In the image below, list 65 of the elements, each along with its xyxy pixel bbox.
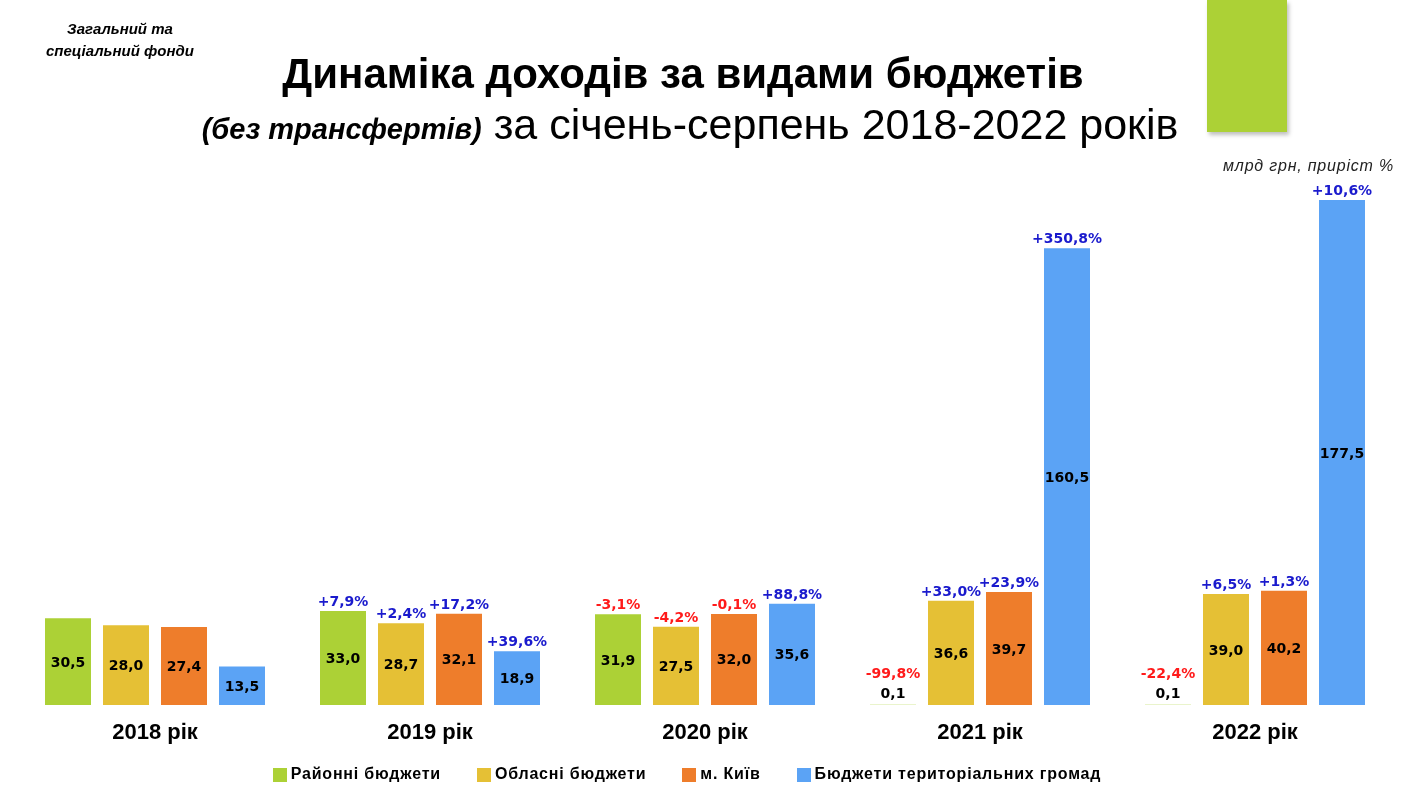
bar (595, 614, 641, 705)
annotation: +39,6% (486, 633, 548, 650)
data-label: 33,0 (325, 650, 361, 667)
annotation: +1,3% (1258, 572, 1310, 589)
bar (45, 618, 91, 705)
data-label: 0,1 (1155, 684, 1181, 701)
bar (711, 613, 757, 705)
bar (494, 651, 540, 705)
bar (1044, 248, 1090, 705)
x-tick-label: 2018 рік (112, 718, 199, 744)
x-tick-label: 2020 рік (662, 718, 749, 744)
annotation: +2,4% (375, 605, 427, 622)
annotation: +88,8% (761, 585, 823, 602)
legend-label: Районні бюджети (290, 765, 441, 782)
bar (769, 603, 815, 705)
x-tick-label: 2019 рік (387, 718, 474, 744)
bar (436, 613, 482, 705)
bar (928, 600, 974, 705)
annotation: +6,5% (1200, 576, 1252, 593)
text: +10,6% (1311, 182, 1373, 198)
data-label: 0,1 (880, 684, 906, 701)
annotation: +23,9% (978, 574, 1040, 591)
bar (378, 623, 424, 705)
chart-subtitle: (без трансфертів) за січень-серпень 2018-2022 років (201, 100, 1179, 148)
chart-title: Динаміка доходів за видами бюджетів (282, 50, 1084, 97)
annotation: +350,8% (1031, 230, 1103, 247)
x-tick-label: 2022 рік (1212, 718, 1299, 744)
data-label: 32,0 (716, 651, 752, 668)
data-label: 160,5 (1044, 468, 1090, 485)
bar (1261, 590, 1307, 705)
bar (986, 592, 1032, 705)
data-label: 40,2 (1266, 639, 1302, 656)
data-label: 27,5 (658, 657, 694, 674)
data-label: 31,9 (600, 651, 636, 668)
annotation: -99,8% (865, 664, 921, 681)
text: Загальний та спеціальний фонди (45, 19, 195, 61)
bar (320, 611, 366, 705)
bar (1203, 594, 1249, 705)
annotation: +17,2% (428, 595, 490, 612)
legend-label: м. Київ (700, 765, 761, 782)
data-label: 30,5 (50, 653, 86, 670)
bar (103, 625, 149, 705)
data-label: 39,7 (991, 640, 1027, 657)
annotation: -22,4% (1140, 664, 1196, 681)
data-label: 28,7 (383, 656, 419, 673)
bar (653, 626, 699, 705)
data-label: 32,1 (441, 651, 477, 668)
data-label: 13,5 (224, 677, 260, 694)
data-label: 39,0 (1208, 641, 1244, 658)
legend-label: Обласні бюджети (494, 765, 647, 782)
annotation: +7,9% (317, 593, 369, 610)
bar (161, 627, 207, 705)
annotation: -3,1% (595, 596, 641, 613)
data-label: 177,5 (1319, 444, 1365, 461)
legend-label: Бюджети територіальних громад (814, 765, 1102, 782)
data-label: 36,6 (933, 644, 969, 661)
data-label: 28,0 (108, 657, 144, 674)
annotation: -0,1% (711, 595, 757, 612)
bar (1319, 200, 1365, 705)
data-label: 18,9 (499, 670, 535, 687)
data-label: 35,6 (774, 646, 810, 663)
annotation: -4,2% (653, 608, 699, 625)
data-label: 27,4 (166, 658, 202, 675)
x-tick-label: 2021 рік (937, 718, 1024, 744)
y-axis-title: млрд грн, приріст % (1223, 157, 1394, 175)
